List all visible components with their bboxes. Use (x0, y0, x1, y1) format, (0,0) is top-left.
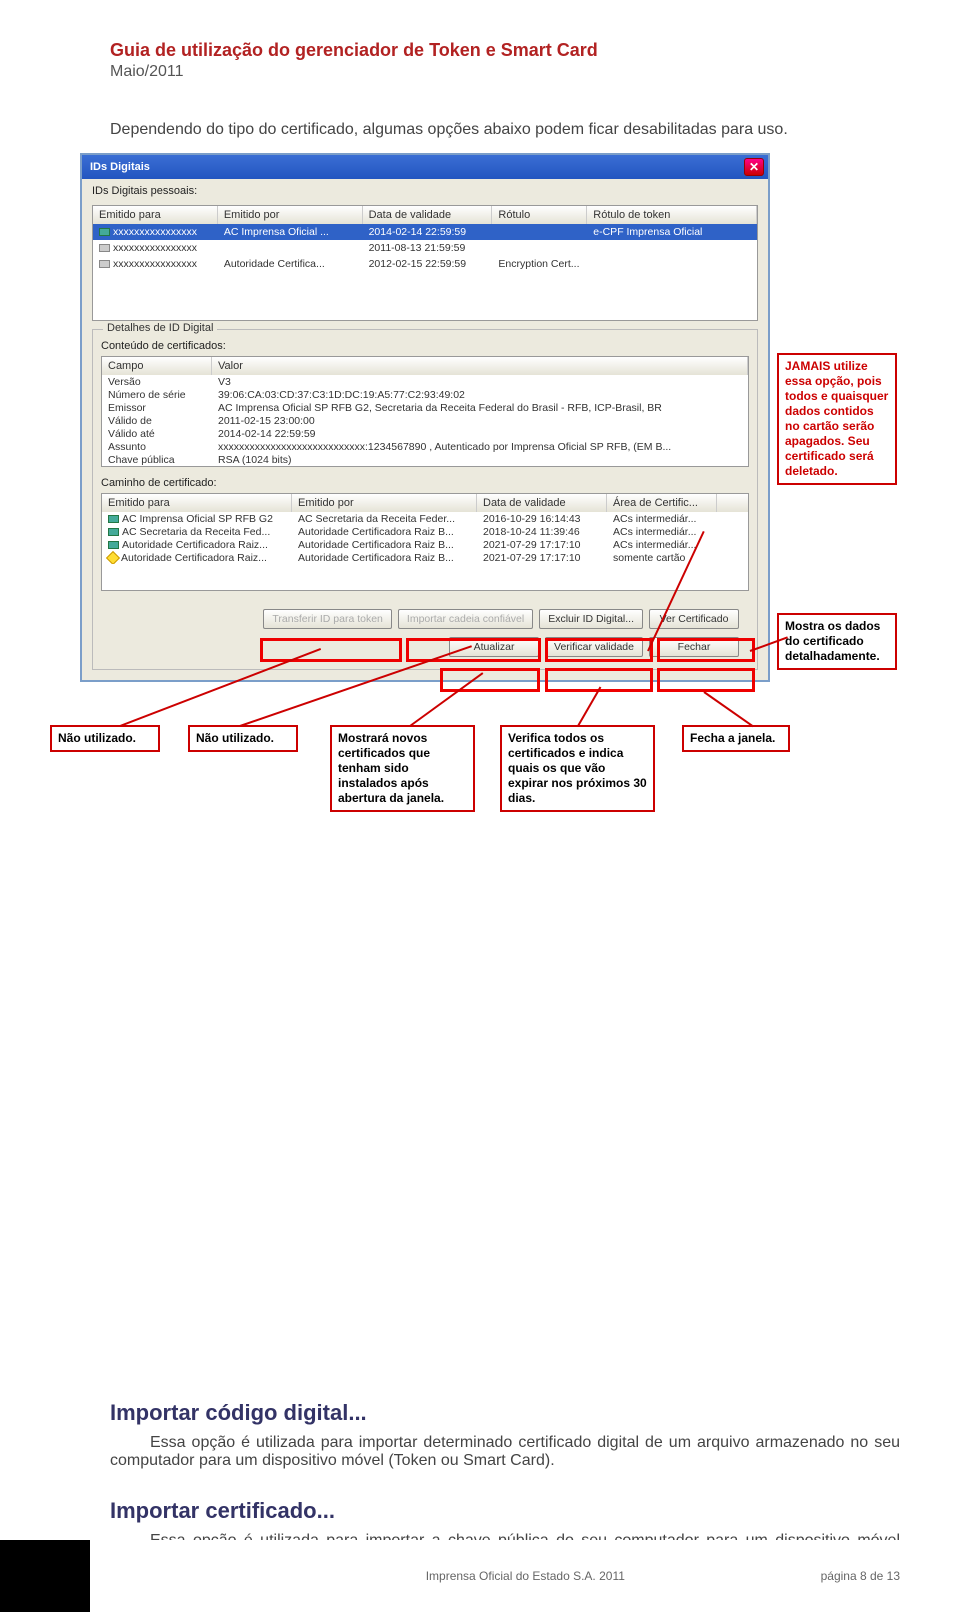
table-row: Válido de2011-02-15 23:00:00 (102, 414, 748, 427)
highlight-box (657, 638, 755, 662)
path-head-emitido-para[interactable]: Emitido para (102, 494, 292, 512)
page-header-title: Guia de utilização do gerenciador de Tok… (110, 40, 900, 61)
path-head-emitido-por[interactable]: Emitido por (292, 494, 477, 512)
detalhes-fieldset: Detalhes de ID Digital Conteúdo de certi… (92, 329, 758, 670)
annotation-mostra: Mostra os dados do certificado detalhada… (777, 613, 897, 670)
window-title: IDs Digitais (90, 161, 150, 173)
section-importar-codigo-body: Essa opção é utilizada para importar det… (110, 1434, 900, 1470)
path-head-area[interactable]: Área de Certific... (607, 494, 717, 512)
annotation-fecha: Fecha a janela. (682, 725, 790, 752)
intro-paragraph: Dependendo do tipo do certificado, algum… (110, 121, 900, 139)
path-head-data[interactable]: Data de validade (477, 494, 607, 512)
table-row[interactable]: AC Imprensa Oficial SP RFB G2AC Secretar… (102, 512, 748, 525)
col-data-validade[interactable]: Data de validade (363, 206, 493, 224)
excluir-id-button[interactable]: Excluir ID Digital... (539, 609, 643, 629)
window-subtitle: IDs Digitais pessoais: (82, 179, 768, 201)
footer-copyright-2: Todos os direitos reservados. (100, 1578, 256, 1594)
list-item[interactable]: xxxxxxxxxxxxxxxxAutoridade Certifica...2… (93, 256, 757, 272)
col-rotulo-token[interactable]: Rótulo de token (587, 206, 757, 224)
kv-table: Campo Valor VersãoV3Número de série39:06… (101, 356, 749, 467)
list-item[interactable]: xxxxxxxxxxxxxxxxAC Imprensa Oficial ...2… (93, 224, 757, 240)
ids-list: Emitido para Emitido por Data de validad… (92, 205, 758, 321)
table-row: VersãoV3 (102, 375, 748, 388)
path-table: Emitido para Emitido por Data de validad… (101, 493, 749, 591)
table-row: Número de série39:06:CA:03:CD:37:C3:1D:D… (102, 388, 748, 401)
ids-digitais-window: IDs Digitais ✕ IDs Digitais pessoais: Em… (80, 153, 770, 682)
transferir-id-button[interactable]: Transferir ID para token (263, 609, 392, 629)
annotation-nao-utilizado-1: Não utilizado. (50, 725, 160, 752)
page-footer: © Imprensa Oficial Todos os direitos res… (0, 1540, 960, 1612)
content-label: Conteúdo de certificados: (101, 340, 749, 352)
table-row[interactable]: Autoridade Certificadora Raiz...Autorida… (102, 551, 748, 564)
annotation-verifica: Verifica todos os certificados e indica … (500, 725, 655, 812)
table-row: EmissorAC Imprensa Oficial SP RFB G2, Se… (102, 401, 748, 414)
table-row: Assuntoxxxxxxxxxxxxxxxxxxxxxxxxxxxx:1234… (102, 440, 748, 453)
section-importar-codigo-title: Importar código digital... (110, 1400, 900, 1426)
list-item[interactable]: xxxxxxxxxxxxxxxx2011-08-13 21:59:59 (93, 240, 757, 256)
kv-head-campo[interactable]: Campo (102, 357, 212, 375)
page-header-date: Maio/2011 (110, 63, 900, 81)
highlight-box (657, 668, 755, 692)
table-row[interactable]: AC Secretaria da Receita Fed...Autoridad… (102, 525, 748, 538)
annotation-jamais: JAMAIS utilize essa opção, pois todos e … (777, 353, 897, 485)
annotation-nao-utilizado-2: Não utilizado. (188, 725, 298, 752)
col-emitido-por[interactable]: Emitido por (218, 206, 363, 224)
footer-page-number: página 8 de 13 (821, 1569, 900, 1583)
col-emitido-para[interactable]: Emitido para (93, 206, 218, 224)
footer-center: Imprensa Oficial do Estado S.A. 2011 (230, 1569, 821, 1583)
section-importar-certificado-title: Importar certificado... (110, 1498, 900, 1524)
highlight-box (545, 638, 653, 662)
table-row[interactable]: Autoridade Certificadora Raiz...Autorida… (102, 538, 748, 551)
path-label: Caminho de certificado: (101, 477, 749, 489)
annotation-mostrara: Mostrará novos certificados que tenham s… (330, 725, 475, 812)
table-row: Válido até2014-02-14 22:59:59 (102, 427, 748, 440)
fieldset-legend: Detalhes de ID Digital (103, 322, 217, 334)
table-row: Chave públicaRSA (1024 bits) (102, 453, 748, 466)
importar-cadeia-button[interactable]: Importar cadeia confiável (398, 609, 533, 629)
highlight-box (440, 668, 540, 692)
kv-head-valor[interactable]: Valor (212, 357, 748, 375)
highlight-box (406, 638, 541, 662)
highlight-box (260, 638, 402, 662)
dialog-screenshot: IDs Digitais ✕ IDs Digitais pessoais: Em… (80, 153, 900, 1382)
footer-copyright-1: © Imprensa Oficial (100, 1563, 256, 1579)
close-icon[interactable]: ✕ (744, 158, 764, 176)
col-rotulo[interactable]: Rótulo (492, 206, 587, 224)
